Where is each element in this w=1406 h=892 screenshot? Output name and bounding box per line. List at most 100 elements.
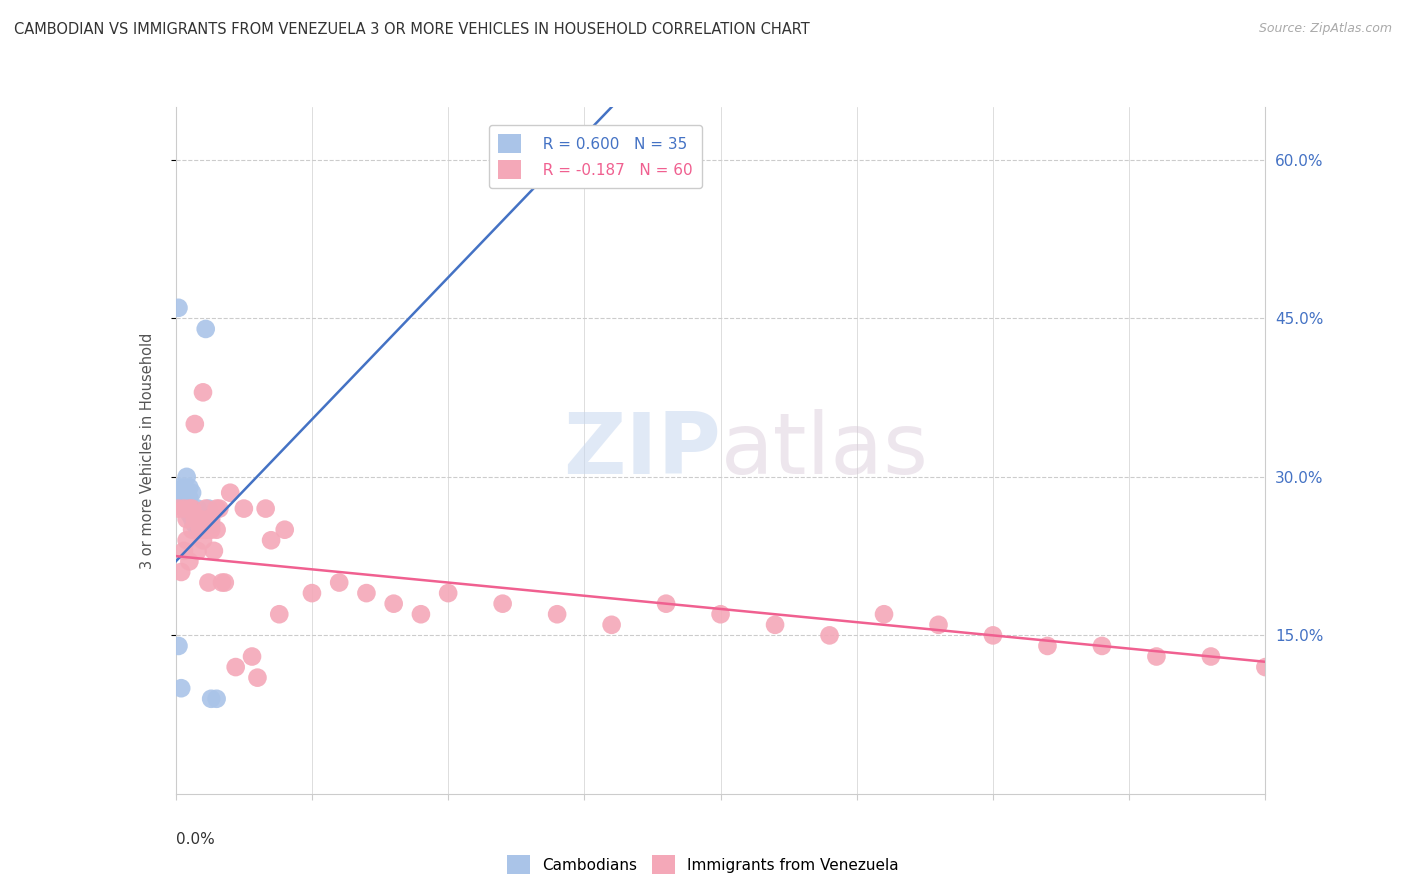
Point — [356, 586, 378, 600]
Point — [202, 544, 225, 558]
Point — [181, 485, 204, 500]
Point — [184, 512, 207, 526]
Point — [382, 597, 405, 611]
Point — [181, 501, 204, 516]
Point — [176, 485, 198, 500]
Point — [176, 470, 198, 484]
Point — [873, 607, 896, 622]
Point — [200, 691, 222, 706]
Point — [191, 517, 214, 532]
Point — [191, 533, 214, 548]
Point — [205, 501, 228, 516]
Point — [191, 385, 214, 400]
Point — [197, 575, 219, 590]
Point — [546, 607, 568, 622]
Point — [186, 523, 209, 537]
Point — [179, 480, 201, 494]
Point — [179, 554, 201, 568]
Point — [328, 575, 350, 590]
Point — [181, 512, 204, 526]
Point — [240, 649, 263, 664]
Point — [181, 523, 204, 537]
Point — [197, 501, 219, 516]
Point — [170, 565, 193, 579]
Point — [763, 617, 786, 632]
Point — [600, 617, 623, 632]
Point — [269, 607, 291, 622]
Point — [186, 517, 209, 532]
Point — [260, 533, 283, 548]
Point — [184, 417, 207, 431]
Point — [214, 575, 236, 590]
Point — [176, 501, 198, 516]
Point — [655, 597, 678, 611]
Point — [246, 671, 269, 685]
Point — [1144, 649, 1167, 664]
Point — [179, 507, 201, 521]
Point — [194, 523, 217, 537]
Point — [1254, 660, 1277, 674]
Point — [232, 501, 254, 516]
Point — [208, 501, 231, 516]
Point — [173, 501, 195, 516]
Legend:   R = 0.600   N = 35,   R = -0.187   N = 60: R = 0.600 N = 35, R = -0.187 N = 60 — [489, 125, 702, 188]
Text: CAMBODIAN VS IMMIGRANTS FROM VENEZUELA 3 OR MORE VEHICLES IN HOUSEHOLD CORRELATI: CAMBODIAN VS IMMIGRANTS FROM VENEZUELA 3… — [14, 22, 810, 37]
Point — [1199, 649, 1222, 664]
Point — [173, 480, 195, 494]
Point — [200, 523, 222, 537]
Point — [188, 512, 211, 526]
Point — [492, 597, 515, 611]
Point — [188, 523, 211, 537]
Point — [197, 512, 219, 526]
Point — [710, 607, 733, 622]
Point — [194, 501, 217, 516]
Legend: Cambodians, Immigrants from Venezuela: Cambodians, Immigrants from Venezuela — [501, 849, 905, 880]
Point — [225, 660, 247, 674]
Point — [200, 512, 222, 526]
Point — [184, 507, 207, 521]
Point — [205, 691, 228, 706]
Point — [274, 523, 297, 537]
Point — [170, 681, 193, 696]
Point — [170, 491, 193, 505]
Point — [184, 512, 207, 526]
Point — [928, 617, 950, 632]
Text: Source: ZipAtlas.com: Source: ZipAtlas.com — [1258, 22, 1392, 36]
Text: ZIP: ZIP — [562, 409, 721, 492]
Point — [188, 517, 211, 532]
Point — [200, 517, 222, 532]
Point — [197, 517, 219, 532]
Point — [167, 639, 190, 653]
Point — [167, 480, 190, 494]
Point — [173, 544, 195, 558]
Point — [186, 501, 209, 516]
Point — [176, 512, 198, 526]
Point — [818, 628, 841, 642]
Point — [167, 301, 190, 315]
Point — [194, 322, 217, 336]
Y-axis label: 3 or more Vehicles in Household: 3 or more Vehicles in Household — [141, 333, 155, 568]
Point — [1036, 639, 1059, 653]
Point — [176, 533, 198, 548]
Point — [179, 501, 201, 516]
Point — [1091, 639, 1114, 653]
Point — [437, 586, 460, 600]
Text: 0.0%: 0.0% — [176, 831, 215, 847]
Point — [181, 501, 204, 516]
Point — [409, 607, 432, 622]
Point — [219, 485, 242, 500]
Point — [186, 544, 209, 558]
Point — [191, 512, 214, 526]
Point — [188, 512, 211, 526]
Point — [301, 586, 323, 600]
Point — [179, 491, 201, 505]
Point — [205, 523, 228, 537]
Text: atlas: atlas — [721, 409, 928, 492]
Point — [186, 512, 209, 526]
Point — [184, 517, 207, 532]
Point — [981, 628, 1004, 642]
Point — [173, 485, 195, 500]
Point — [254, 501, 277, 516]
Point — [167, 501, 190, 516]
Point — [179, 501, 201, 516]
